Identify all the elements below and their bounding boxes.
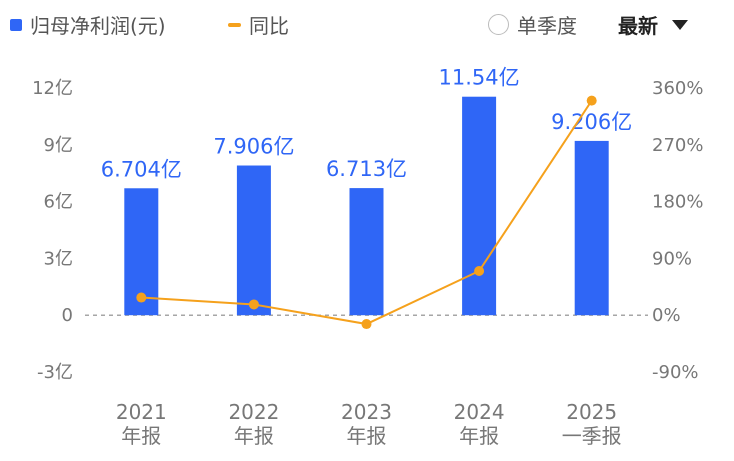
x-tick-label-year: 2021 (116, 400, 167, 424)
bar-data-label: 6.704亿 (101, 157, 182, 181)
legend-line-label: 同比 (249, 14, 289, 38)
yoy-point (586, 95, 597, 106)
y-left-tick-label: 6亿 (44, 192, 73, 213)
bar (574, 140, 609, 316)
y-left-tick-label: 9亿 (44, 135, 73, 156)
x-tick-label-year: 2023 (341, 400, 392, 424)
legend: 归母净利润(元) 同比 单季度 最新 (0, 10, 734, 42)
x-tick-label-year: 2025 (566, 400, 617, 424)
y-right-tick-label: 0% (652, 305, 681, 326)
chevron-down-icon (672, 19, 688, 30)
bar-series-swatch (10, 18, 22, 31)
x-tick-label-report: 年报 (121, 424, 161, 448)
legend-line-series[interactable]: 同比 (228, 10, 289, 39)
x-tick-label-report: 年报 (459, 424, 499, 448)
bar (349, 188, 384, 316)
radio-icon[interactable] (488, 14, 509, 35)
x-tick-label-year: 2022 (228, 400, 279, 424)
y-right-tick-label: 270% (652, 135, 703, 156)
bar-data-label: 6.713亿 (326, 157, 407, 181)
y-right-tick-label: -90% (652, 362, 699, 383)
y-left-tick-label: -3亿 (37, 362, 73, 383)
legend-bar-label: 归母净利润(元) (30, 14, 166, 38)
yoy-point (136, 292, 147, 303)
legend-bar-series[interactable]: 归母净利润(元) (10, 10, 166, 39)
bar (462, 96, 497, 316)
quarterly-toggle-label: 单季度 (517, 14, 577, 38)
x-tick-label-report: 年报 (234, 424, 274, 448)
y-left-tick-label: 0 (62, 305, 73, 326)
bar-data-label: 11.54亿 (439, 66, 520, 90)
y-left-tick-label: 12亿 (32, 78, 73, 99)
yoy-point (248, 299, 259, 310)
bar (236, 165, 271, 316)
bar-data-label: 9.206亿 (551, 110, 632, 134)
quarterly-toggle[interactable]: 单季度 (488, 10, 577, 39)
yoy-point (474, 266, 485, 277)
bar-data-label: 7.906亿 (213, 135, 294, 159)
y-right-tick-label: 180% (652, 192, 703, 213)
x-tick-label-report: 一季报 (562, 424, 622, 448)
line-series-swatch (228, 22, 241, 27)
y-right-tick-label: 90% (652, 248, 692, 269)
x-tick-label-report: 年报 (347, 424, 387, 448)
y-right-tick-label: 360% (652, 78, 703, 99)
period-dropdown[interactable]: 最新 (618, 10, 688, 39)
yoy-point (361, 319, 372, 330)
period-dropdown-label: 最新 (618, 14, 658, 38)
y-left-tick-label: 3亿 (44, 248, 73, 269)
x-tick-label-year: 2024 (454, 400, 505, 424)
